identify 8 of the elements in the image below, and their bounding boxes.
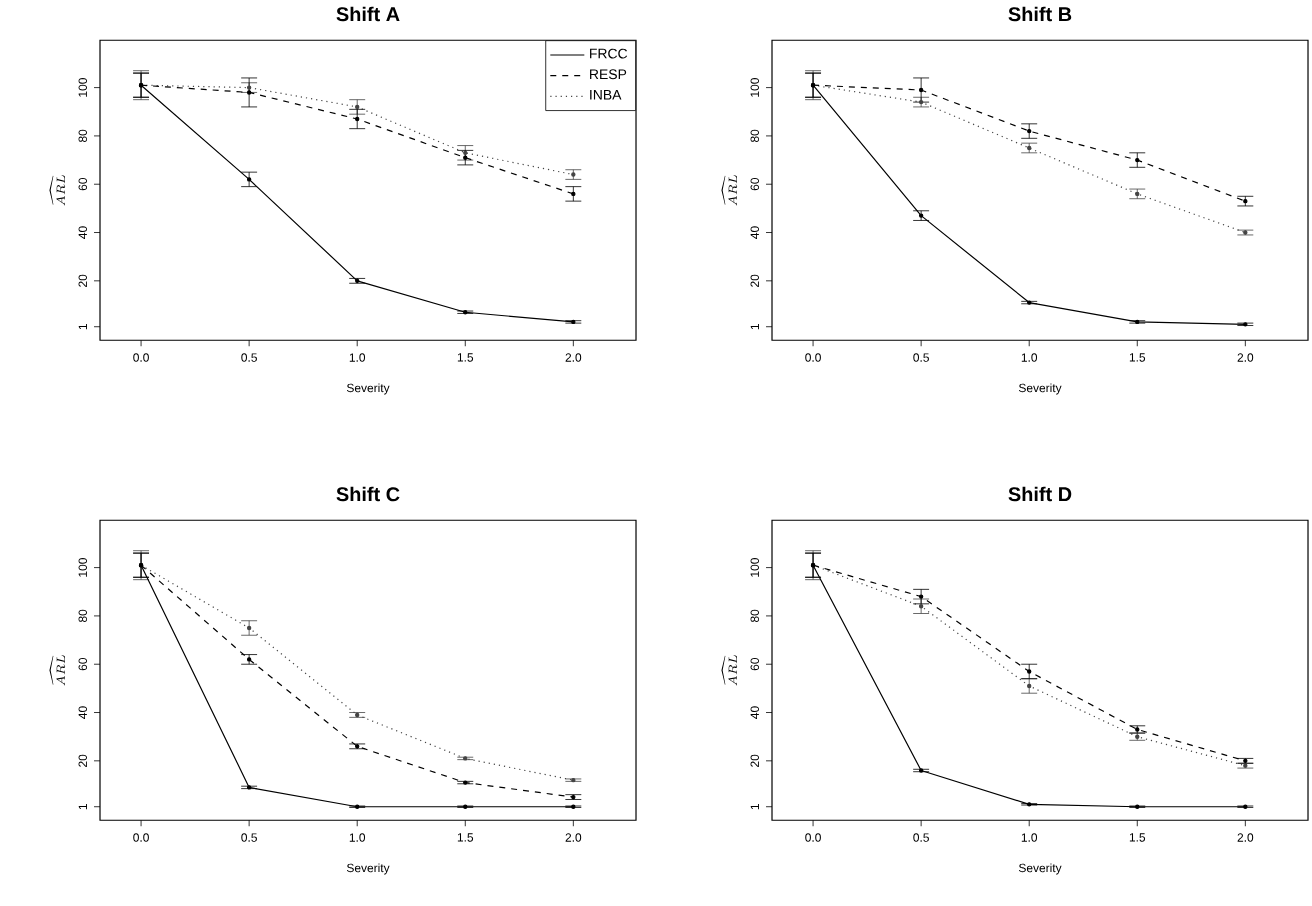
- chart-title: Shift C: [336, 486, 400, 502]
- chart-title: Shift A: [336, 6, 400, 22]
- y-axis-title: $\widehat{ARL}$: [721, 654, 738, 686]
- y-axis-title: $\widehat{ARL}$: [721, 174, 738, 206]
- y-axis-title: $\widehat{ARL}$: [49, 654, 66, 686]
- y-axis-title: $\widehat{ARL}$: [49, 174, 66, 206]
- chart-title: Shift D: [1008, 486, 1072, 502]
- chart-title: Shift B: [1008, 6, 1072, 22]
